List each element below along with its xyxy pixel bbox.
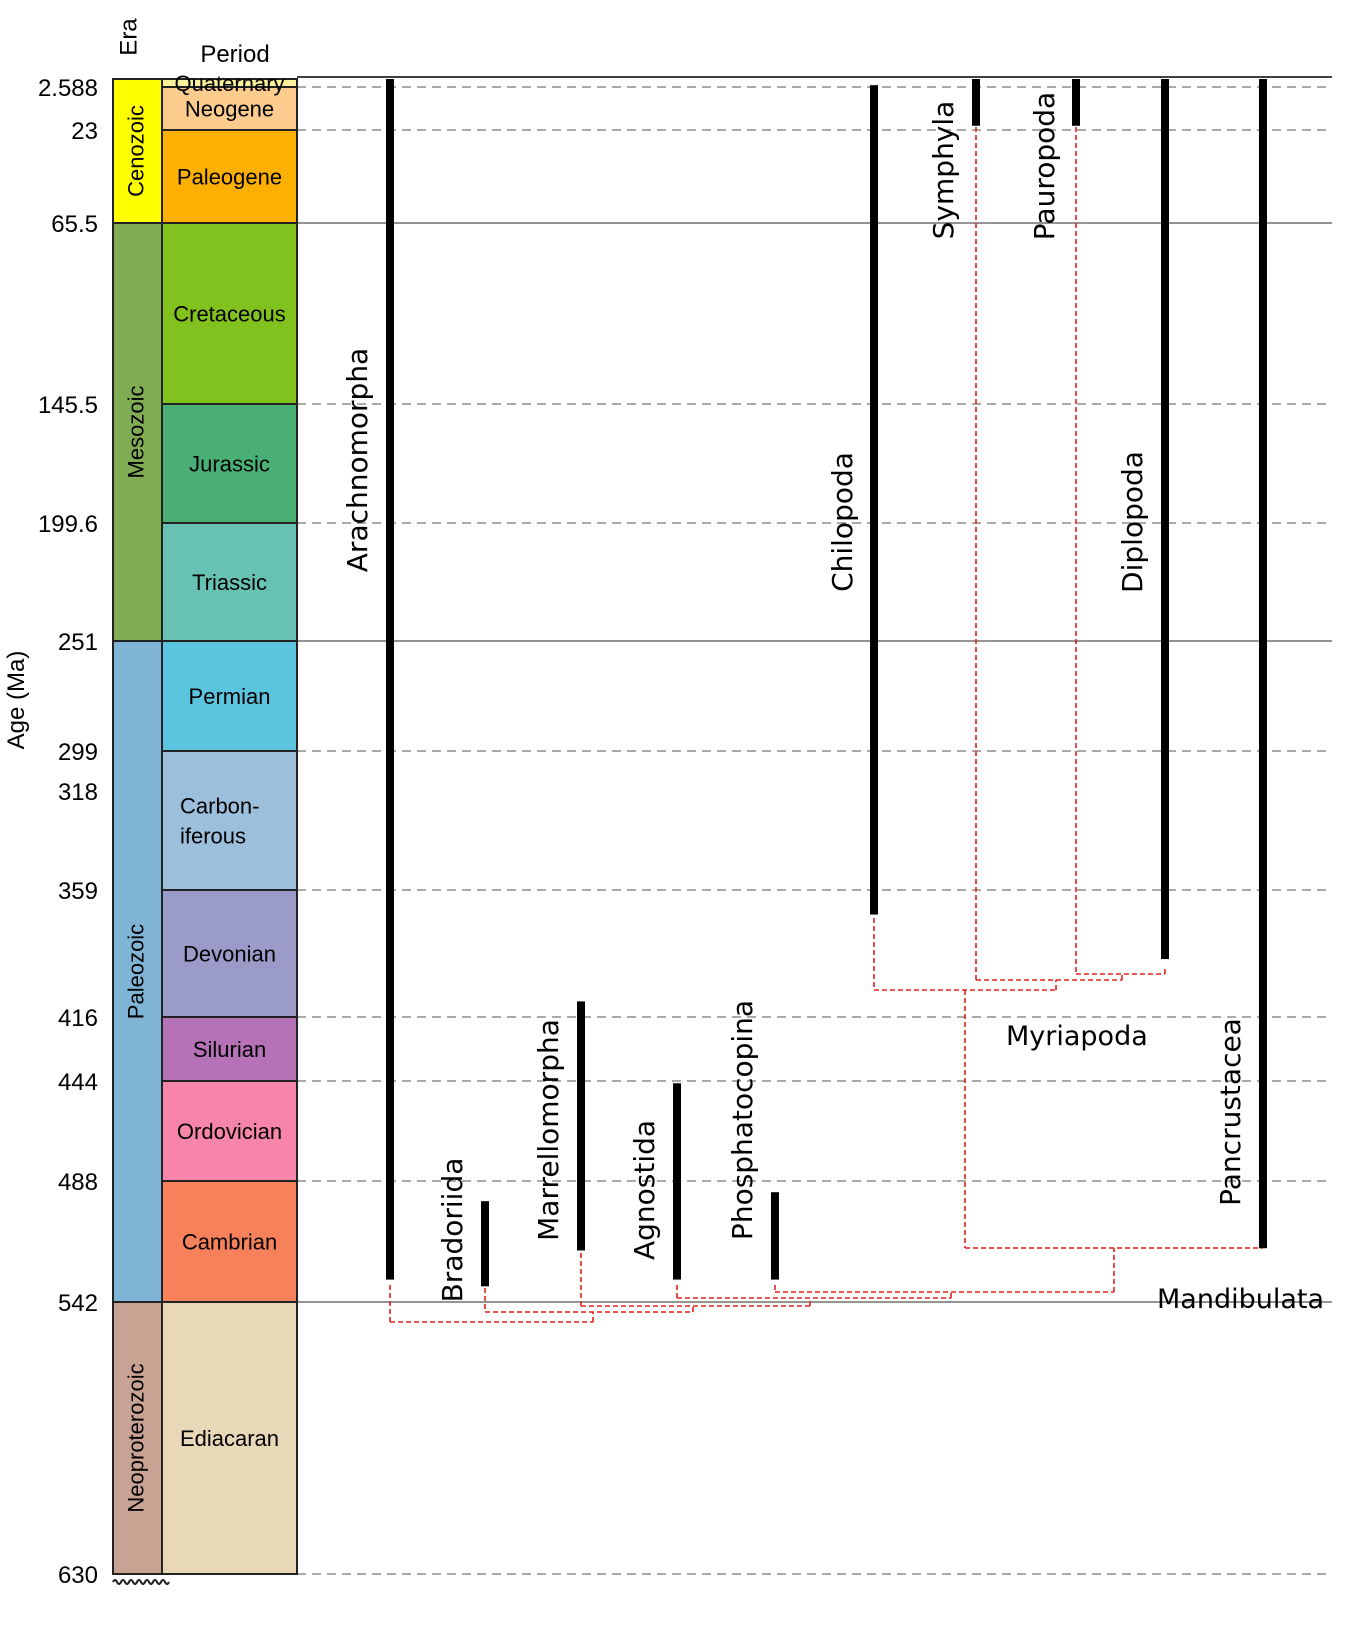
period-box-10 (161, 1080, 298, 1182)
taxon-label-bradoriida: Bradoriida (436, 1158, 469, 1303)
age-tick-label-9: 416 (58, 1005, 98, 1032)
period-label-1-0: Neogene (185, 97, 274, 122)
diagram-labels: Era Period Age (Ma) Myriapoda Mandibulat… (3, 18, 1324, 1589)
range-bar-arachnomorpha (386, 79, 394, 1280)
age-tick-label-7: 318 (58, 779, 98, 806)
period-label-4-0: Jurassic (189, 452, 270, 477)
era-header: Era (115, 18, 142, 56)
period-box-11 (161, 1180, 298, 1303)
age-tick-label-13: 630 (58, 1562, 98, 1589)
range-bar-agnostida (673, 1083, 681, 1280)
taxon-range-bars (386, 79, 1267, 1287)
taxon-label-agnostida: Agnostida (628, 1120, 661, 1260)
taxon-label-symphyla: Symphyla (927, 101, 960, 240)
age-axis-label: Age (Ma) (3, 651, 30, 750)
period-label-3-0: Cretaceous (173, 302, 286, 327)
taxon-label-diplopoda: Diplopoda (1116, 451, 1149, 593)
age-tick-label-2: 65.5 (51, 211, 98, 238)
age-gridlines (297, 76, 1332, 1575)
period-box-8 (161, 889, 298, 1018)
period-box-12 (161, 1301, 298, 1575)
period-box-5 (161, 522, 298, 642)
clade-label-mandibulata: Mandibulata (1157, 1284, 1324, 1315)
period-label-2-0: Paleogene (177, 165, 282, 190)
range-bar-diplopoda (1161, 79, 1169, 960)
taxon-label-pauropoda: Pauropoda (1028, 92, 1061, 240)
clade-label-myriapoda: Myriapoda (1006, 1021, 1148, 1052)
range-bar-pancrustacea (1259, 79, 1267, 1249)
age-tick-label-5: 251 (58, 629, 98, 656)
taxon-label-marrellomorpha: Marrellomorpha (532, 1019, 565, 1241)
taxon-label-arachnomorpha: Arachnomorpha (341, 348, 374, 572)
period-box-6 (161, 640, 298, 752)
age-tick-label-12: 542 (58, 1290, 98, 1317)
age-tick-label-11: 488 (58, 1169, 98, 1196)
period-header: Period (200, 41, 269, 68)
taxon-label-phosphatocopina: Phosphatocopina (726, 1000, 759, 1240)
period-box-2 (161, 129, 298, 224)
period-label-10-0: Ordovician (177, 1119, 282, 1144)
era-label-0: Cenozoic (123, 105, 148, 197)
period-box-7 (161, 750, 298, 891)
age-tick-label-10: 444 (58, 1069, 98, 1096)
period-box-4 (161, 403, 298, 524)
phylogeny-branches (389, 127, 1264, 1323)
era-box-2 (112, 640, 163, 1303)
range-bar-pauropoda (1072, 79, 1080, 126)
range-bar-symphyla (972, 79, 980, 126)
period-label-12-0: Ediacaran (180, 1426, 279, 1451)
range-bar-bradoriida (481, 1201, 489, 1287)
timescale-break-mark (112, 1579, 170, 1585)
age-tick-label-3: 145.5 (38, 392, 98, 419)
era-label-3: Neoproterozoic (123, 1363, 148, 1512)
age-tick-label-6: 299 (58, 739, 98, 766)
period-label-8-0: Devonian (183, 942, 276, 967)
range-bar-chilopoda (870, 85, 878, 915)
age-tick-label-1: 23 (71, 118, 98, 145)
period-label-0-0: Quaternary (174, 71, 284, 96)
period-label-11-0: Cambrian (182, 1230, 277, 1255)
age-tick-label-4: 199.6 (38, 511, 98, 538)
era-label-1: Mesozoic (123, 386, 148, 479)
period-label-9-0: Silurian (193, 1037, 266, 1062)
period-label-7-1: iferous (180, 824, 246, 849)
period-box-9 (161, 1016, 298, 1082)
era-label-2: Paleozoic (123, 924, 148, 1019)
period-label-5-0: Triassic (192, 570, 267, 595)
timescale-columns (112, 78, 298, 1585)
range-bar-phosphatocopina (771, 1192, 779, 1280)
taxon-label-pancrustacea: Pancrustacea (1214, 1018, 1247, 1206)
period-box-1 (161, 86, 298, 131)
period-label-6-0: Permian (189, 684, 271, 709)
age-tick-label-0: 2.588 (38, 75, 98, 102)
range-bar-marrellomorpha (577, 1001, 585, 1251)
taxon-label-chilopoda: Chilopoda (826, 452, 859, 592)
age-tick-label-8: 359 (58, 878, 98, 905)
period-label-7-0: Carbon- (180, 794, 259, 819)
